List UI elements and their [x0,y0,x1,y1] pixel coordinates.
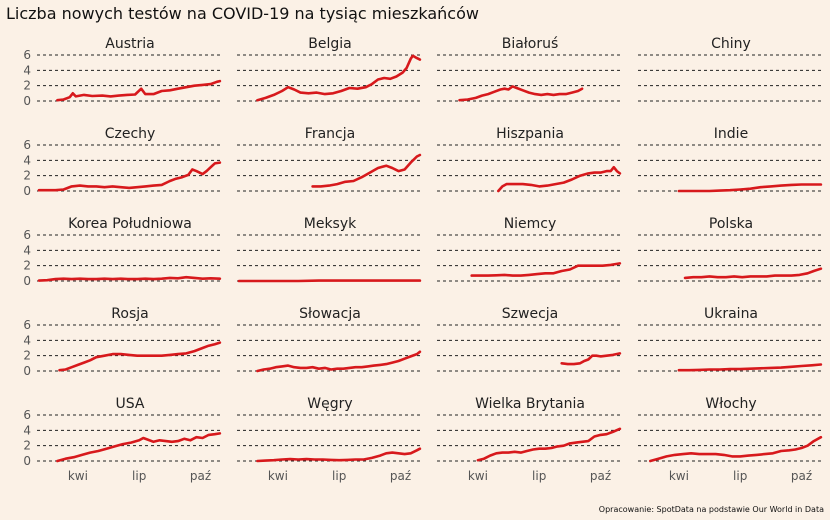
y-tick-label: 0 [23,364,31,378]
series-line [311,153,422,188]
panel-title: Austria [105,36,154,52]
panel: Chiny [638,36,824,102]
x-tick-label: kwi [68,469,88,483]
panel: Korea Południowa 02 46 [23,216,223,288]
panel: Hiszpania [437,126,623,193]
panel: Szwecja [437,306,623,372]
series-line [37,275,222,282]
panel-title: Rosja [111,306,148,322]
panel-title: Białoruś [502,36,559,52]
y-tick-label: 2 [23,259,31,273]
panel: Słowacja [237,306,423,373]
panel-title: Wielka Brytania [475,396,585,412]
panel-title: Indie [714,126,748,142]
series-line [56,79,222,102]
y-tick-label: 4 [23,243,31,257]
x-tick-label: paź [390,469,411,483]
panel-title: Ukraina [704,306,758,322]
panel: Austria 02 46 [23,36,223,108]
x-tick-label: paź [590,469,611,483]
series-line [58,341,222,372]
x-tick-label: kwi [669,469,689,483]
x-tick-label: kwi [468,469,488,483]
panel-title: Niemcy [504,216,557,232]
panel-title: Francja [305,126,355,142]
x-tick-label: lip [532,469,546,483]
panel-title: Chiny [711,36,751,52]
series-line [56,432,222,463]
panel-title: Węgry [307,396,352,412]
y-tick-label: 0 [23,454,31,468]
y-tick-label: 4 [23,423,31,437]
x-tick-label: paź [190,469,211,483]
y-tick-label: 6 [23,408,31,422]
y-tick-label: 6 [23,48,31,62]
panel-title: Włochy [705,396,756,412]
y-tick-label: 4 [23,63,31,77]
x-tick-label: lip [733,469,747,483]
panel-title: Meksyk [304,216,357,232]
panel: Meksyk [237,216,423,283]
series-line [37,161,222,192]
panel-title: Czechy [105,126,156,142]
panel-title: USA [116,396,145,412]
chart-title: Liczba nowych testów na COVID-19 na tysi… [6,4,479,23]
panel-title: Słowacja [299,306,361,322]
source-caption: Opracowanie: SpotData na podstawie Our W… [598,505,824,514]
series-line [470,262,622,277]
panel: Niemcy [437,216,623,282]
series-line [458,85,584,102]
panel-title: Hiszpania [496,126,564,142]
series-line [677,183,823,193]
y-tick-label: 4 [23,333,31,347]
y-tick-label: 0 [23,274,31,288]
x-tick-label: kwi [268,469,288,483]
panel: USA 02 46 kwi lip paź [23,396,223,483]
y-tick-label: 6 [23,138,31,152]
series-line [560,352,622,366]
panel: Czechy 02 46 [23,126,223,198]
y-tick-label: 2 [23,79,31,93]
y-tick-label: 6 [23,228,31,242]
panel-title: Korea Południowa [68,216,192,232]
panel: Wielka Brytania kwi lip paź [437,396,623,483]
series-line [683,267,823,280]
panel: Białoruś [437,36,623,102]
series-line [256,447,422,463]
y-tick-label: 0 [23,94,31,108]
panel: Polska [638,216,824,282]
panel: Rosja 02 46 [23,306,223,378]
y-tick-label: 6 [23,318,31,332]
series-line [256,350,422,373]
panel: Włochy kwi lip paź [638,396,824,483]
series-line [649,435,823,463]
series-line [497,165,622,193]
y-tick-label: 0 [23,184,31,198]
panel-title: Polska [709,216,753,232]
panel: Ukraina [638,306,824,372]
panel: Węgry kwi lip paź [237,396,423,483]
y-tick-label: 2 [23,349,31,363]
panel: Belgia [237,36,423,102]
panel-title: Belgia [308,36,351,52]
series-line [256,54,422,102]
series-line [476,427,622,462]
y-tick-label: 2 [23,169,31,183]
x-tick-label: paź [791,469,812,483]
panel: Indie [638,126,824,193]
y-tick-label: 4 [23,153,31,167]
x-tick-label: lip [332,469,346,483]
series-line [677,363,823,372]
panel: Francja [237,126,423,192]
panel-title: Szwecja [502,306,558,322]
x-tick-label: lip [132,469,146,483]
y-tick-label: 2 [23,439,31,453]
